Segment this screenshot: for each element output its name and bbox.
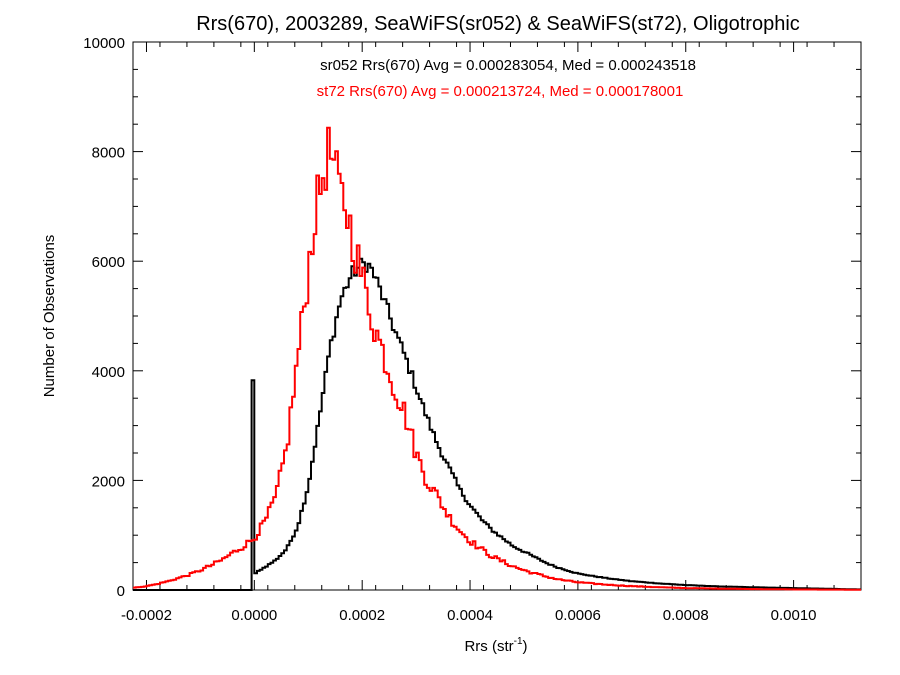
chart-title: Rrs(670), 2003289, SeaWiFS(sr052) & SeaW… [196,13,800,35]
x-axis-label-close: ) [523,638,528,655]
histogram-series-st72 [133,126,861,591]
series-layer [133,126,861,591]
axis-ticks: -0.0002 0.0000 0.0002 0.0004 0.0006 0.0008 0.0… [83,35,861,624]
plot-frame [132,41,862,591]
series-annotation-sr052: sr052 Rrs(670) Avg = 0.000283054, Med = … [320,57,696,74]
x-tick-label: 0.0004 [447,607,493,624]
x-axis-label-main: Rrs (str [464,638,513,655]
y-tick-label: 4000 [92,364,125,381]
series-annotation-st72: st72 Rrs(670) Avg = 0.000213724, Med = 0… [317,83,684,100]
y-tick-label: 6000 [92,254,125,271]
x-axis-label: Rrs (str-1) [464,636,527,655]
x-axis-label-superscript: -1 [514,636,523,647]
x-tick-label: -0.0002 [121,607,172,624]
y-tick-label: 8000 [92,145,125,162]
x-tick-label: 0.0000 [231,607,277,624]
x-tick-label: 0.0006 [555,607,601,624]
y-axis-label: Number of Observations [41,235,58,398]
histogram-series-sr052 [133,257,861,591]
y-tick-label: 10000 [83,35,125,52]
y-tick-label: 2000 [92,473,125,490]
x-tick-label: 0.0002 [339,607,385,624]
x-tick-label: 0.0010 [771,607,817,624]
x-tick-label: 0.0008 [663,607,709,624]
y-tick-label: 0 [117,583,125,600]
